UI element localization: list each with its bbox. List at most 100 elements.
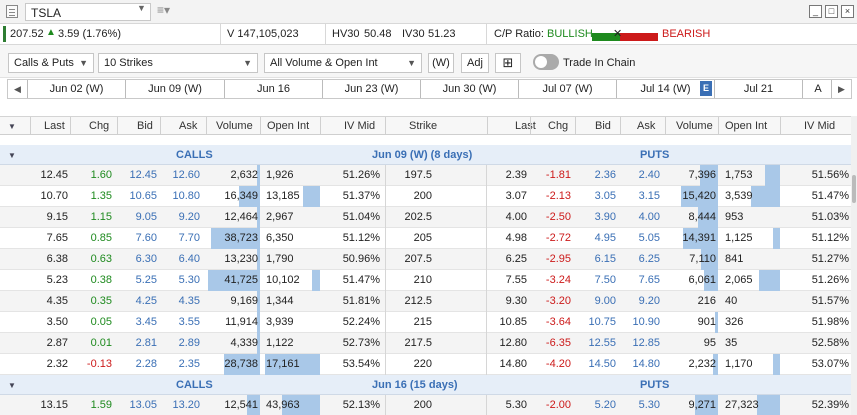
cell-p-iv[interactable]: 51.26% (811, 274, 849, 286)
cell-c-bid[interactable]: 5.25 (135, 274, 157, 286)
col-call-chg[interactable]: Chg (89, 120, 110, 132)
col-call-last[interactable]: Last (44, 120, 65, 132)
cell-strike[interactable]: 197.5 (404, 169, 432, 181)
cell-strike[interactable]: 205 (413, 232, 432, 244)
cell-p-bid[interactable]: 5.20 (594, 399, 616, 411)
cell-p-iv[interactable]: 51.03% (811, 211, 849, 223)
cell-strike[interactable]: 202.5 (404, 211, 432, 223)
cell-c-vol[interactable]: 2,632 (230, 169, 258, 181)
collapse-group-icon[interactable]: ▼ (8, 381, 16, 390)
minimize-icon[interactable]: _ (809, 5, 822, 18)
cell-p-vol[interactable]: 6,061 (688, 274, 716, 286)
close-icon[interactable]: × (841, 5, 854, 18)
cell-c-iv[interactable]: 51.47% (342, 274, 380, 286)
cell-p-bid[interactable]: 6.15 (594, 253, 616, 265)
cell-p-bid[interactable]: 4.95 (594, 232, 616, 244)
cell-c-last[interactable]: 3.50 (46, 316, 68, 328)
cell-p-oi[interactable]: 326 (725, 316, 744, 328)
cell-c-vol[interactable]: 12,464 (224, 211, 258, 223)
cell-c-vol[interactable]: 41,725 (224, 274, 258, 286)
cell-c-iv[interactable]: 51.04% (342, 211, 380, 223)
cell-c-bid[interactable]: 7.60 (135, 232, 157, 244)
cell-c-iv[interactable]: 51.37% (342, 190, 380, 202)
cell-c-ask[interactable]: 5.30 (178, 274, 200, 286)
cell-c-oi[interactable]: 3,939 (266, 316, 294, 328)
cell-p-chg[interactable]: -2.72 (545, 232, 571, 244)
weekly-button[interactable]: (W) (428, 53, 454, 73)
cell-p-last[interactable]: 5.30 (505, 399, 527, 411)
cell-p-iv[interactable]: 51.98% (811, 316, 849, 328)
cell-c-last[interactable]: 7.65 (46, 232, 68, 244)
cell-p-bid[interactable]: 14.50 (588, 358, 616, 370)
cell-c-chg[interactable]: 0.05 (90, 316, 112, 328)
cell-c-iv[interactable]: 52.13% (342, 399, 380, 411)
cell-p-last[interactable]: 4.00 (505, 211, 527, 223)
cell-p-oi[interactable]: 1,753 (725, 169, 753, 181)
cell-p-bid[interactable]: 7.50 (594, 274, 616, 286)
cell-p-iv[interactable]: 52.58% (811, 337, 849, 349)
cell-p-ask[interactable]: 9.20 (638, 295, 660, 307)
cell-c-oi[interactable]: 2,967 (266, 211, 294, 223)
chevron-right-icon[interactable]: ▶ (831, 80, 851, 98)
cell-p-chg[interactable]: -2.00 (545, 399, 571, 411)
cell-strike[interactable]: 212.5 (404, 295, 432, 307)
table-row[interactable]: 4.35 0.35 4.25 4.35 9,169 1,344 51.81% 212.5 9.3… (0, 291, 851, 312)
cell-p-last[interactable]: 12.80 (499, 337, 527, 349)
cell-c-oi[interactable]: 1,122 (266, 337, 294, 349)
cell-p-oi[interactable]: 3,539 (725, 190, 753, 202)
cell-p-vol[interactable]: 95 (703, 337, 716, 349)
strikes-select[interactable]: 10 Strikes ▼ (98, 53, 258, 73)
cell-p-ask[interactable]: 4.00 (638, 211, 660, 223)
cell-p-bid[interactable]: 2.36 (594, 169, 616, 181)
cell-p-vol[interactable]: 7,110 (689, 253, 716, 265)
cell-c-chg[interactable]: 0.35 (90, 295, 112, 307)
cell-c-vol[interactable]: 12,541 (224, 399, 258, 411)
cell-p-last[interactable]: 4.98 (505, 232, 527, 244)
cell-c-last[interactable]: 6.38 (46, 253, 68, 265)
cell-p-ask[interactable]: 5.30 (638, 399, 660, 411)
maximize-icon[interactable]: □ (825, 5, 838, 18)
cell-c-bid[interactable]: 13.05 (129, 399, 157, 411)
cell-p-last[interactable]: 6.25 (505, 253, 527, 265)
cell-c-ask[interactable]: 6.40 (178, 253, 200, 265)
tab-jun-02[interactable]: Jun 02 (W) (28, 80, 126, 98)
cell-c-chg[interactable]: 1.15 (90, 211, 112, 223)
adj-button[interactable]: Adj (461, 53, 489, 73)
cell-p-chg[interactable]: -6.35 (545, 337, 571, 349)
cell-c-last[interactable]: 2.87 (46, 337, 68, 349)
cell-p-last[interactable]: 3.07 (505, 190, 527, 202)
cell-c-ask[interactable]: 3.55 (178, 316, 200, 328)
cell-p-ask[interactable]: 6.25 (638, 253, 660, 265)
table-row[interactable]: 13.15 1.59 13.05 13.20 12,541 43,963 52.13% 200… (0, 395, 851, 415)
cell-p-oi[interactable]: 953 (725, 211, 744, 223)
cell-c-bid[interactable]: 9.05 (135, 211, 157, 223)
cell-c-bid[interactable]: 3.45 (135, 316, 157, 328)
cell-c-iv[interactable]: 52.73% (342, 337, 380, 349)
cell-c-oi[interactable]: 13,185 (266, 190, 300, 202)
col-put-oi[interactable]: Open Int (725, 120, 768, 132)
cell-c-last[interactable]: 2.32 (46, 358, 68, 370)
cell-p-ask[interactable]: 10.90 (632, 316, 660, 328)
cell-p-oi[interactable]: 2,065 (725, 274, 753, 286)
cell-c-chg[interactable]: 0.38 (90, 274, 112, 286)
cell-p-ask[interactable]: 3.15 (638, 190, 660, 202)
cell-c-ask[interactable]: 4.35 (178, 295, 200, 307)
cell-c-last[interactable]: 9.15 (46, 211, 68, 223)
layout-grid-icon[interactable]: ⊞ (495, 53, 521, 73)
cell-c-last[interactable]: 12.45 (40, 169, 68, 181)
cell-c-bid[interactable]: 6.30 (135, 253, 157, 265)
expiry-group-header[interactable]: ▼ CALLS Jun 09 (W) (8 days) PUTS (0, 145, 851, 165)
col-put-chg[interactable]: Chg (548, 120, 569, 132)
cell-c-last[interactable]: 5.23 (46, 274, 68, 286)
col-put-last[interactable]: Last (515, 120, 536, 132)
type-select[interactable]: Calls & Puts ▼ (8, 53, 94, 73)
cell-c-chg[interactable]: 1.59 (90, 399, 112, 411)
col-call-oi[interactable]: Open Int (267, 120, 310, 132)
col-put-ask[interactable]: Ask (637, 120, 656, 132)
cell-p-last[interactable]: 7.55 (505, 274, 527, 286)
cell-p-ask[interactable]: 5.05 (638, 232, 660, 244)
cell-p-last[interactable]: 10.85 (499, 316, 527, 328)
cell-c-ask[interactable]: 7.70 (178, 232, 200, 244)
cell-c-bid[interactable]: 2.81 (135, 337, 157, 349)
table-row[interactable]: 7.65 0.85 7.60 7.70 38,723 6,350 51.12% 205 4.98… (0, 228, 851, 249)
